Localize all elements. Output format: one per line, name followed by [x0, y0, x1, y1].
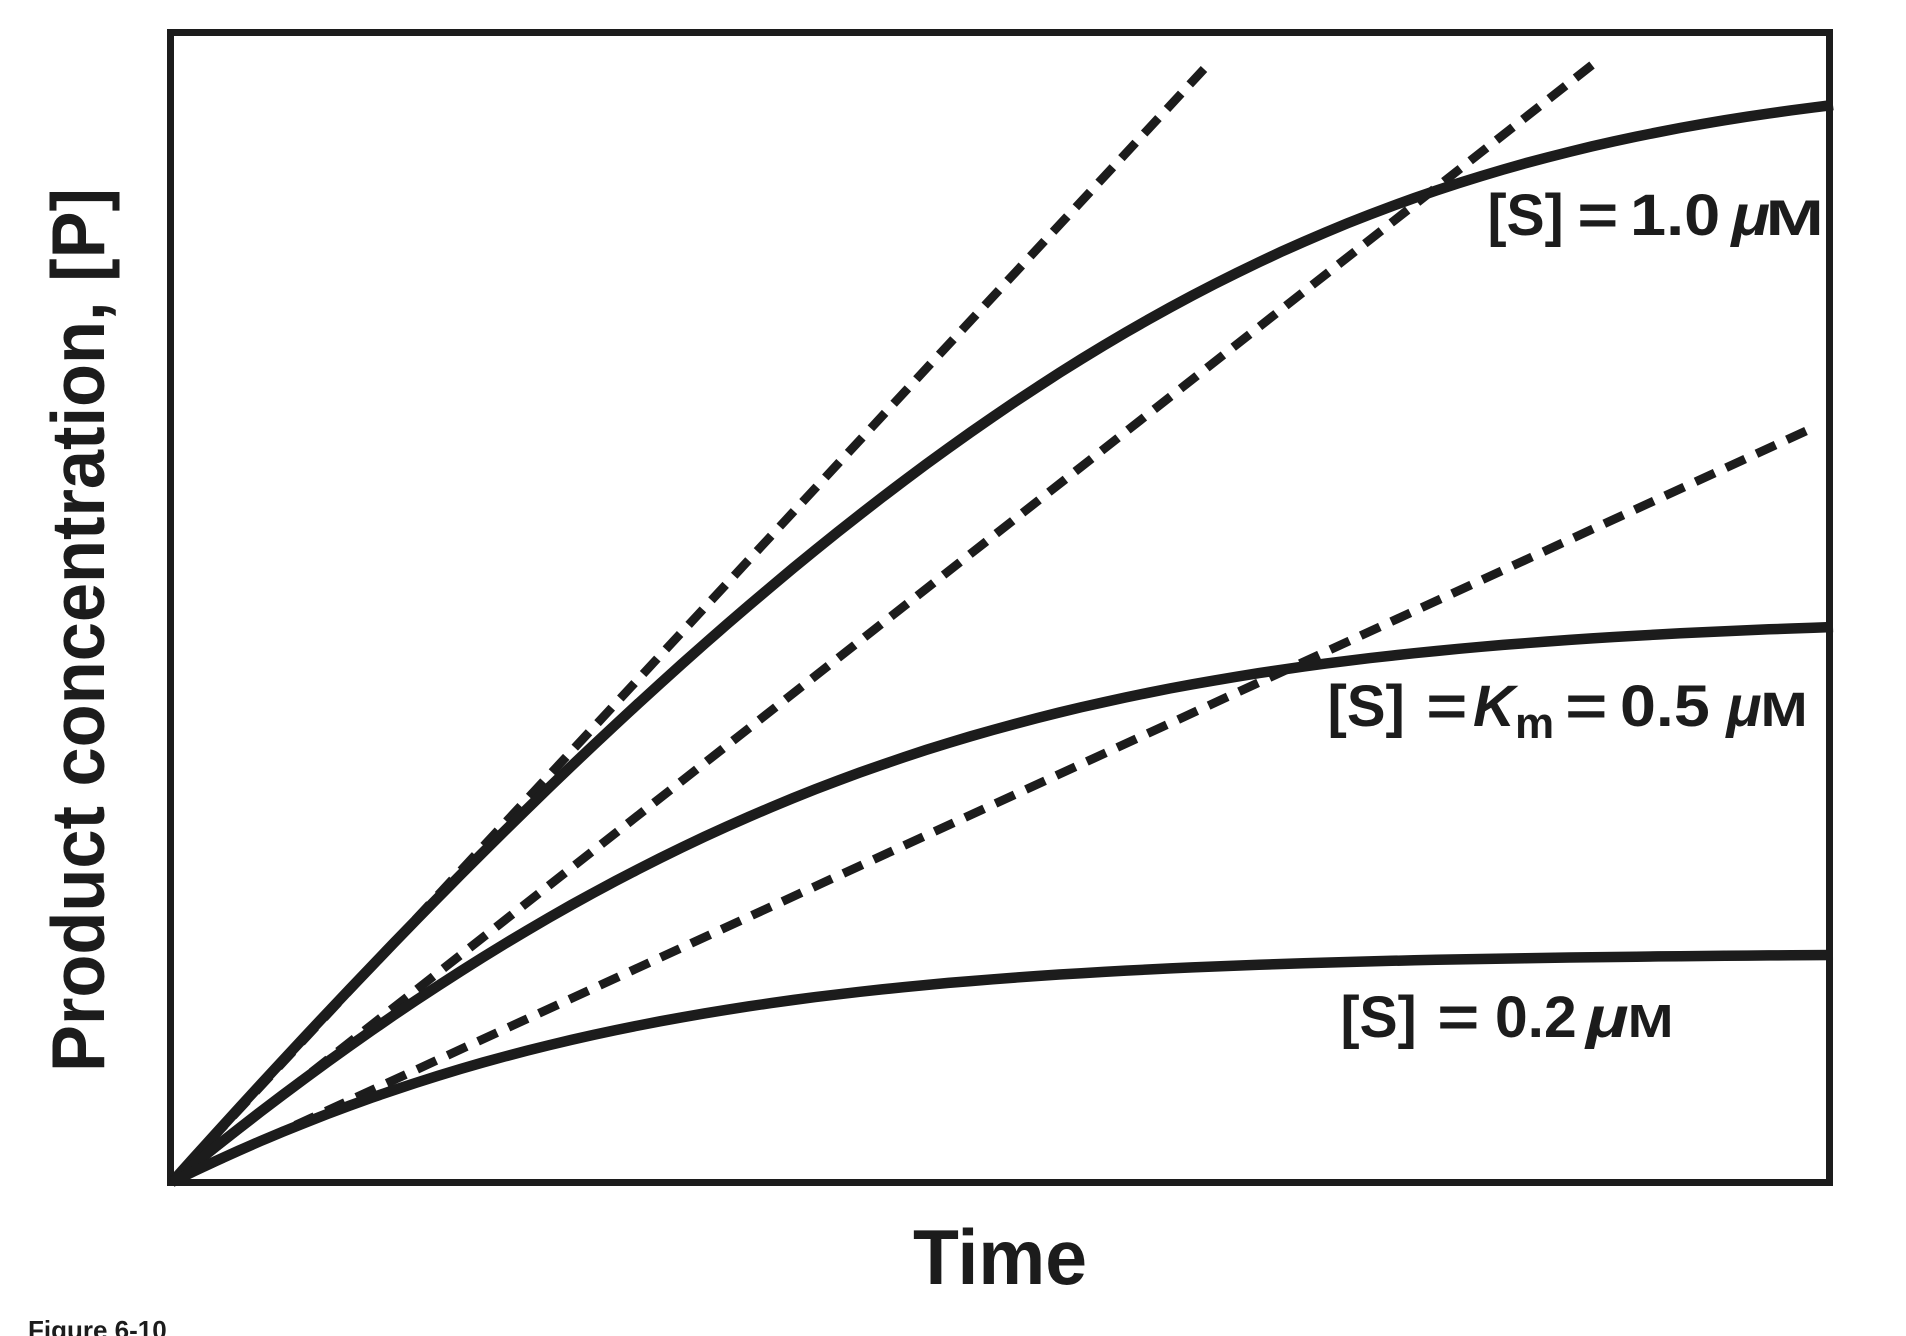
svg-text:[S]: [S]: [1328, 674, 1405, 739]
svg-text:[S]: [S]: [1488, 183, 1564, 248]
svg-text:0.2: 0.2: [1495, 985, 1577, 1050]
svg-text:=: =: [1426, 674, 1467, 739]
svg-text:μ: μ: [1729, 183, 1770, 248]
svg-text:Product concentration, [P]: Product concentration, [P]: [36, 188, 120, 1072]
svg-text:0.5: 0.5: [1620, 674, 1710, 739]
svg-text:m: m: [1515, 699, 1554, 748]
svg-text:M: M: [1628, 995, 1674, 1047]
svg-text:=: =: [1565, 674, 1607, 739]
svg-text:=: =: [1577, 183, 1618, 248]
svg-text:1.0: 1.0: [1630, 183, 1720, 248]
svg-text:Time: Time: [913, 1213, 1087, 1301]
svg-text:M: M: [1766, 190, 1824, 246]
svg-text:Figure 6-10: Figure 6-10: [28, 1315, 167, 1336]
svg-text:M: M: [1761, 684, 1808, 737]
svg-text:[S]: [S]: [1341, 985, 1417, 1050]
svg-text:μ: μ: [1725, 674, 1762, 739]
svg-text:K: K: [1473, 674, 1519, 739]
svg-text:μ: μ: [1584, 985, 1629, 1050]
svg-text:=: =: [1437, 985, 1479, 1050]
